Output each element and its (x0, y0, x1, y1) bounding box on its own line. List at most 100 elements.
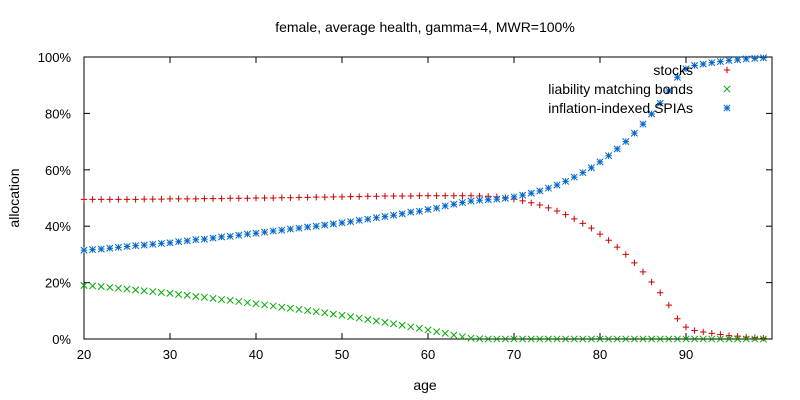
data-point (356, 193, 363, 200)
data-point (716, 57, 724, 66)
data-point (656, 99, 664, 107)
data-point (278, 194, 285, 201)
data-point (347, 193, 354, 200)
data-point (89, 282, 97, 290)
data-point (630, 335, 638, 343)
x-tick-label: 20 (77, 347, 91, 362)
x-tick-label: 70 (507, 347, 521, 362)
data-point (381, 192, 389, 200)
data-point (588, 224, 595, 232)
data-point (674, 315, 681, 322)
data-point (519, 191, 527, 199)
data-point (123, 242, 131, 251)
data-point (614, 243, 621, 251)
x-tick-label: 40 (249, 347, 263, 362)
data-point (484, 196, 492, 204)
data-point (235, 195, 242, 202)
data-point (605, 335, 613, 343)
data-point (390, 211, 398, 219)
data-point (80, 246, 88, 254)
data-point (398, 210, 406, 218)
data-point (682, 335, 690, 343)
data-point (157, 288, 165, 297)
data-point (725, 56, 733, 64)
data-point (269, 227, 277, 235)
series-2 (80, 54, 767, 254)
data-point (252, 229, 260, 237)
data-point (682, 65, 690, 73)
data-point (605, 237, 612, 244)
data-point (510, 335, 518, 343)
data-point (132, 242, 140, 250)
data-point (665, 87, 673, 95)
data-point (295, 194, 303, 201)
data-point (458, 198, 466, 207)
data-point (407, 192, 414, 200)
data-point (140, 287, 148, 295)
data-point (407, 323, 415, 331)
data-point (158, 195, 165, 203)
data-point (433, 192, 440, 199)
data-point (587, 164, 595, 172)
data-point (562, 335, 570, 343)
data-point (570, 173, 578, 181)
data-point (424, 192, 432, 199)
data-point (106, 196, 113, 203)
data-point (725, 332, 733, 339)
data-point (493, 335, 501, 343)
data-point (98, 196, 105, 203)
data-point (373, 193, 380, 200)
data-point (630, 129, 638, 137)
y-tick-label: 0% (52, 332, 71, 347)
data-point (424, 326, 432, 334)
data-point (295, 305, 303, 313)
data-point (501, 335, 509, 343)
data-point (579, 169, 587, 177)
data-point (734, 56, 742, 64)
data-point (450, 331, 458, 339)
data-point (622, 335, 630, 343)
data-point (751, 334, 758, 341)
data-point (364, 193, 371, 200)
data-point (338, 311, 346, 319)
data-point (407, 208, 415, 216)
data-point (622, 251, 629, 258)
data-point (123, 196, 131, 203)
data-point (553, 335, 561, 343)
data-point (562, 211, 569, 218)
data-point (708, 335, 716, 343)
data-point (123, 285, 131, 293)
data-point (605, 152, 613, 160)
data-point (717, 331, 724, 338)
data-point (467, 192, 475, 199)
y-axis: 0% 20% 40% 60% 80% 100% (38, 50, 772, 347)
data-point (442, 192, 449, 199)
data-point (476, 196, 484, 204)
data-point (97, 282, 105, 291)
data-point (80, 281, 88, 289)
data-point (347, 313, 355, 321)
data-point (149, 288, 157, 296)
legend: stocks liability matching bonds inflation-… (548, 62, 731, 116)
data-point (579, 335, 587, 343)
data-point (175, 238, 183, 246)
data-point (321, 309, 329, 317)
data-point (140, 241, 148, 249)
data-point (304, 306, 312, 315)
data-point (209, 234, 217, 242)
data-point (415, 324, 423, 332)
data-point (415, 207, 423, 215)
data-point (227, 195, 234, 202)
data-point (639, 268, 647, 276)
data-point (631, 259, 638, 267)
series-layer (80, 54, 767, 343)
data-point (286, 304, 294, 312)
data-point (149, 195, 156, 203)
data-point (596, 335, 604, 343)
data-point (476, 335, 484, 343)
data-point (570, 335, 578, 343)
data-point (596, 158, 604, 166)
series-1 (80, 281, 767, 343)
data-point (321, 221, 329, 229)
data-point (261, 301, 269, 309)
